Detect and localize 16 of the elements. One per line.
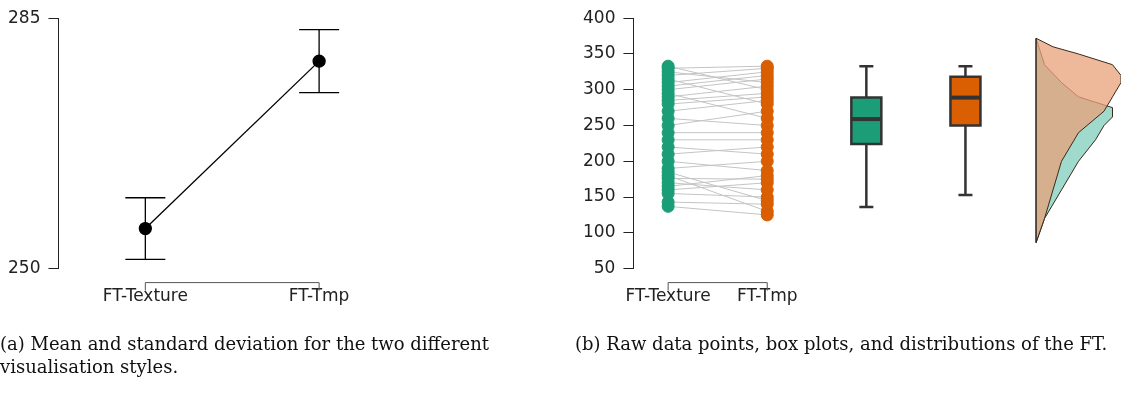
y-tick-label: 250: [7, 257, 41, 278]
y-tick-label: 150: [582, 185, 616, 206]
x-tick-label: FT-Texture: [625, 285, 711, 306]
y-tick-label: 50: [593, 257, 616, 278]
y-tick-label: 285: [7, 6, 41, 27]
x-tick-label: FT-Tmp: [288, 285, 350, 306]
y-tick-label: 300: [582, 78, 616, 99]
y-tick-label: 250: [582, 113, 616, 134]
y-tick-label: 100: [582, 221, 616, 242]
y-tick-label: 200: [582, 149, 616, 170]
y-tick-label: 350: [582, 42, 616, 63]
x-tick-label: FT-Texture: [102, 285, 188, 306]
x-tick-label: FT-Tmp: [736, 285, 798, 306]
text: (a) Mean and standard deviation for the two different visualisation styles.: [0, 332, 491, 378]
text: (b) Raw data points, box plots, and distributions of the FT.: [575, 332, 1109, 355]
y-tick-label: 400: [582, 6, 616, 27]
